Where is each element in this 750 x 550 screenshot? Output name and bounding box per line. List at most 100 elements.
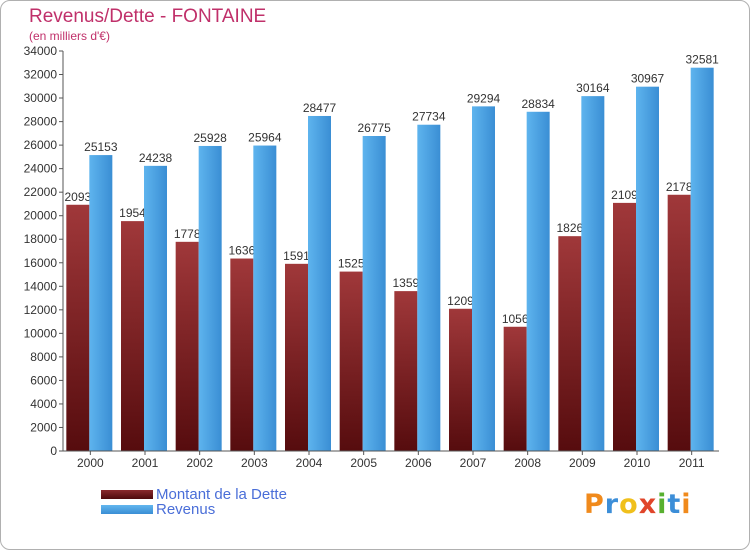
bar-debt <box>613 202 636 451</box>
y-tick-label: 2000 <box>30 420 57 434</box>
x-tick-label: 2003 <box>241 456 268 470</box>
data-label-revenue: 28834 <box>521 97 555 111</box>
data-label-revenue: 27734 <box>412 110 446 124</box>
logo-letter: P <box>584 489 605 520</box>
data-label-revenue: 29294 <box>467 91 501 105</box>
bar-debt <box>503 326 527 451</box>
y-axis: 0 2000 4000 6000 8000 10000 12000 14000 16000 180… <box>24 44 64 458</box>
bar-debt <box>285 263 308 451</box>
bar-debt <box>121 221 144 451</box>
bar-revenue <box>308 115 331 451</box>
y-tick-label: 4000 <box>30 397 57 411</box>
data-label-debt: 2093 <box>64 190 91 204</box>
data-label-revenue: 30967 <box>631 72 665 86</box>
chart-subtitle: (en milliers d'€) <box>29 29 110 43</box>
data-label-debt: 1778 <box>174 227 201 241</box>
bar-debt <box>339 271 363 451</box>
legend-swatch-debt <box>101 490 153 499</box>
y-tick-label: 12000 <box>24 303 58 317</box>
data-label-debt: 1359 <box>392 276 419 290</box>
bar-revenue <box>526 111 550 451</box>
x-tick-label: 2002 <box>186 456 213 470</box>
data-label-revenue: 25153 <box>84 140 118 154</box>
logo-letter: r <box>604 489 620 520</box>
x-tick-label: 2008 <box>514 456 541 470</box>
proxiti-logo: Proxiti <box>584 489 692 520</box>
data-label-debt: 1056 <box>502 312 529 326</box>
data-label-debt: 1209 <box>447 294 474 308</box>
legend-label-revenue: Revenus <box>156 501 216 518</box>
y-tick-label: 6000 <box>30 373 57 387</box>
data-label-debt: 1636 <box>228 244 255 258</box>
data-label-revenue: 32581 <box>685 53 719 67</box>
bar-revenue <box>690 67 714 451</box>
data-label-revenue: 26775 <box>357 121 391 135</box>
logo-letter: t <box>667 489 682 520</box>
bar-revenue <box>253 145 277 451</box>
bar-debt <box>394 291 418 451</box>
y-tick-label: 26000 <box>24 138 58 152</box>
bar-revenue <box>636 86 659 452</box>
bar-debt <box>667 194 691 451</box>
y-tick-label: 14000 <box>24 279 58 293</box>
bar-debt <box>558 236 582 451</box>
bar-revenue <box>581 96 605 452</box>
y-tick-label: 16000 <box>24 256 58 270</box>
x-tick-label: 2011 <box>679 456 705 470</box>
x-tick-label: 2001 <box>132 456 159 470</box>
bar-revenue <box>198 145 222 451</box>
x-tick-label: 2005 <box>350 456 377 470</box>
x-tick-label: 2000 <box>77 456 104 470</box>
bar-debt <box>66 204 90 451</box>
legend-item-revenue: Revenus <box>101 502 287 517</box>
y-tick-label: 30000 <box>24 91 58 105</box>
logo-letter: x <box>638 489 658 520</box>
legend-item-debt: Montant de la Dette <box>101 487 287 502</box>
logo-letter: i <box>681 489 692 520</box>
data-label-debt: 2178 <box>666 180 693 194</box>
y-tick-label: 34000 <box>24 44 58 58</box>
x-tick-label: 2010 <box>624 456 651 470</box>
x-tick-label: 2006 <box>405 456 432 470</box>
bar-debt <box>449 308 472 451</box>
y-tick-label: 18000 <box>24 232 58 246</box>
y-tick-label: 10000 <box>24 326 58 340</box>
y-tick-label: 20000 <box>24 209 58 223</box>
x-tick-label: 2004 <box>296 456 323 470</box>
bars: 2093 25153 1954 24238 1778 25928 1636 25964 1591… <box>64 53 719 452</box>
bar-revenue <box>362 136 386 451</box>
bar-revenue <box>417 124 441 451</box>
data-label-revenue: 25964 <box>248 131 282 145</box>
y-tick-label: 32000 <box>24 68 58 82</box>
data-label-debt: 1525 <box>338 257 365 271</box>
data-label-revenue: 30164 <box>576 81 610 95</box>
bar-revenue <box>89 155 113 452</box>
legend: Montant de la Dette Revenus <box>101 487 287 517</box>
x-tick-label: 2009 <box>569 456 596 470</box>
x-axis: 2000 2001 2002 2003 2004 2005 2006 2007 2008 2009… <box>63 450 719 470</box>
x-tick-label: 2007 <box>460 456 487 470</box>
data-label-debt: 2109 <box>611 188 638 202</box>
bar-revenue <box>144 165 167 452</box>
data-label-debt: 1826 <box>556 221 583 235</box>
y-tick-label: 24000 <box>24 162 58 176</box>
data-label-revenue: 24238 <box>139 151 173 165</box>
logo-letter: i <box>657 489 668 520</box>
legend-label-debt: Montant de la Dette <box>156 486 287 503</box>
logo-letter: o <box>619 489 639 520</box>
y-tick-label: 0 <box>50 444 57 458</box>
bar-revenue <box>472 106 495 451</box>
y-tick-label: 22000 <box>24 185 58 199</box>
data-label-revenue: 28477 <box>303 101 337 115</box>
data-label-debt: 1591 <box>283 249 310 263</box>
data-label-revenue: 25928 <box>193 131 227 145</box>
bar-debt <box>230 258 254 451</box>
y-tick-label: 8000 <box>30 350 57 364</box>
chart-title: Revenus/Dette - FONTAINE <box>29 6 267 27</box>
data-label-debt: 1954 <box>119 206 146 220</box>
legend-swatch-revenue <box>101 505 153 514</box>
bar-debt <box>175 241 199 451</box>
y-tick-label: 28000 <box>24 115 58 129</box>
